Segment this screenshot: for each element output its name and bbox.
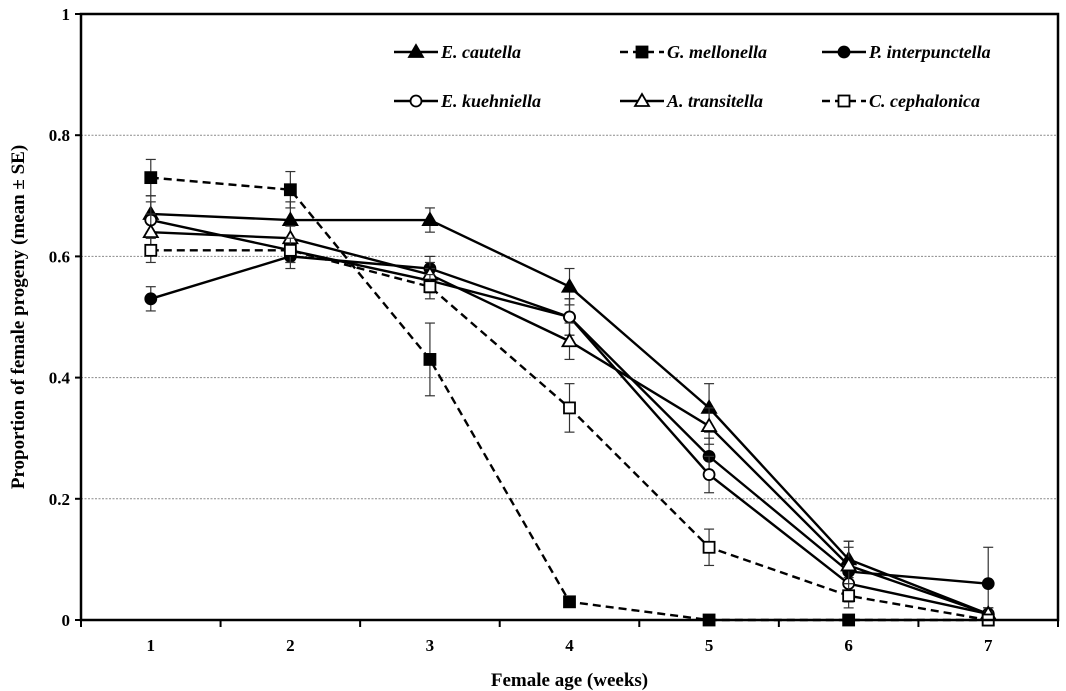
data-point	[560, 277, 579, 293]
legend-item: E. cautella	[394, 42, 521, 62]
x-tick-label: 4	[565, 636, 574, 655]
legend-label: E. cautella	[440, 42, 521, 62]
y-tick-label: 1	[62, 5, 71, 24]
legend-marker	[837, 45, 851, 59]
legend-item: A. transitella	[620, 91, 763, 111]
data-point	[563, 401, 576, 415]
data-point	[144, 292, 158, 306]
x-axis-title: Female age (weeks)	[491, 670, 648, 691]
data-point	[423, 280, 437, 294]
data-point	[981, 577, 995, 591]
gridlines	[81, 134, 1058, 500]
legend-marker	[409, 94, 423, 108]
data-point	[421, 211, 439, 226]
legend-marker	[635, 45, 649, 59]
x-tick-label: 3	[426, 636, 435, 655]
data-point	[283, 243, 297, 257]
data-point	[142, 223, 160, 239]
y-tick-label: 0.8	[49, 126, 70, 145]
legend-item: E. kuehniella	[394, 91, 541, 111]
data-point	[702, 540, 716, 554]
data-point	[840, 556, 858, 572]
x-tick-label: 1	[147, 636, 156, 655]
x-tick-label: 5	[705, 636, 714, 655]
y-tick-label: 0	[62, 611, 71, 630]
legend-label: C. cephalonica	[869, 91, 980, 111]
data-point	[144, 243, 158, 257]
legend-marker	[837, 94, 851, 108]
legend-label: A. transitella	[666, 91, 763, 111]
y-tick-label: 0.2	[49, 490, 70, 509]
y-tick-label: 0.6	[49, 247, 70, 266]
data-point	[563, 310, 576, 324]
legend-marker	[407, 43, 425, 58]
legend: E. cautella G. mellonella P. interpunctell…	[394, 42, 991, 111]
data-point	[560, 332, 579, 348]
x-tick-label: 6	[844, 636, 853, 655]
data-point	[281, 211, 299, 226]
x-tick-label: 7	[984, 636, 993, 655]
y-tick-label: 0.4	[49, 369, 71, 388]
legend-label: P. interpunctella	[868, 42, 991, 62]
data-point	[423, 353, 437, 366]
legend-item: G. mellonella	[620, 42, 767, 62]
legend-label: E. kuehniella	[440, 91, 541, 111]
legend-marker	[633, 92, 651, 107]
data-point	[702, 468, 716, 481]
axis-ticks: 0 0.2 0.4 0.6 0.8 1 1 2 3 4 5 6 7	[49, 5, 1059, 655]
data-point	[563, 595, 576, 609]
y-axis-title: Proportion of female progeny (mean ± SE)	[8, 145, 29, 489]
x-tick-label: 2	[286, 636, 295, 655]
data-point	[842, 589, 856, 603]
data-point	[144, 171, 158, 185]
series-group	[142, 158, 997, 627]
legend-label: G. mellonella	[667, 42, 767, 62]
legend-item: C. cephalonica	[822, 91, 980, 111]
legend-item: P. interpunctella	[822, 42, 991, 62]
data-point	[283, 183, 297, 197]
plot-frame	[79, 12, 1060, 622]
data-point	[700, 417, 718, 432]
